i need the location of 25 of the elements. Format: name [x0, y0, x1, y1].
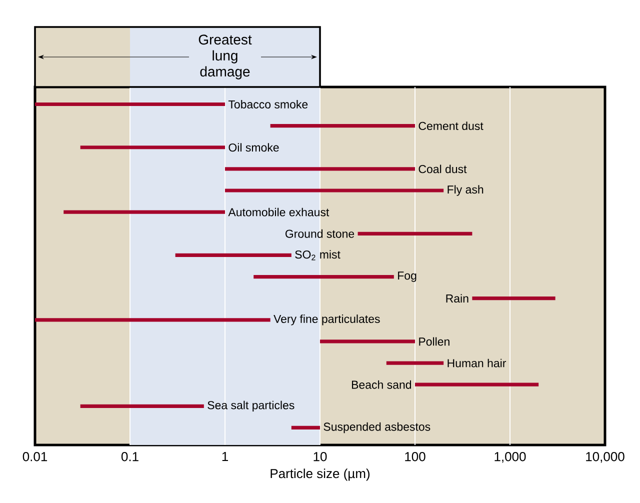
x-tick-label: 0.01 [22, 452, 48, 462]
y-tick-label: Fly ash [448, 185, 484, 196]
x-tick-label: 100 [405, 452, 426, 462]
y-tick-label: Sea salt particles [208, 400, 294, 412]
y-tick-label: Pollen [419, 337, 450, 346]
y-tick-label: Ground stone [286, 229, 354, 238]
y-tick-label: Rain [446, 294, 468, 303]
y-tick-label: Coal dust [418, 164, 467, 174]
y-tick-label: Suspended asbestos [324, 422, 430, 434]
y-tick-label: Fog [398, 272, 416, 282]
x-axis-title: Particle size (µm) [270, 468, 370, 481]
y-tick-label: Very fine particulates [274, 314, 380, 326]
x-tick-label: 1 [222, 452, 228, 461]
y-tick-label: SO$_{2}$ mist [295, 250, 340, 260]
y-tick-label: Automobile exhaust [228, 208, 330, 216]
y-tick-label: Tobacco smoke [228, 100, 308, 108]
y-tick-label: Oil smoke [228, 143, 279, 152]
x-tick-label: 0.1 [121, 452, 138, 462]
x-tick-label: 1,000 [494, 452, 526, 463]
x-tick-label: 10,000 [586, 452, 624, 463]
y-tick-label: Beach sand [352, 380, 412, 389]
x-tick-label: 10 [314, 452, 327, 462]
y-tick-label: Human hair [448, 358, 506, 368]
band-label: Greatest lung damage [198, 34, 252, 80]
y-tick-label: Cement dust [418, 122, 484, 130]
